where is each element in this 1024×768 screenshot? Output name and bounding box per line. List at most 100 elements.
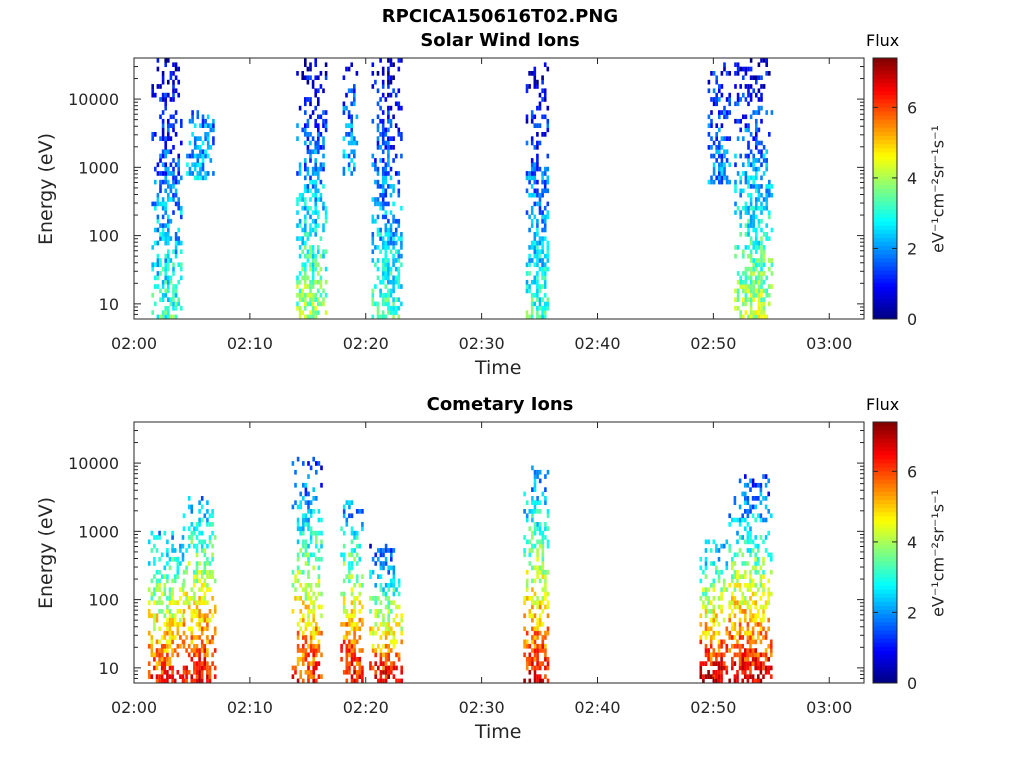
flux-cell bbox=[759, 583, 763, 588]
flux-cell bbox=[528, 526, 532, 532]
flux-cell bbox=[533, 670, 537, 675]
flux-cell bbox=[528, 227, 531, 233]
flux-cell bbox=[752, 205, 755, 211]
flux-cell bbox=[751, 661, 755, 666]
flux-cell bbox=[315, 543, 318, 549]
flux-cell bbox=[160, 678, 164, 684]
flux-cell bbox=[747, 253, 750, 259]
flux-cell bbox=[296, 275, 299, 281]
flux-cell bbox=[176, 574, 180, 579]
flux-cell bbox=[739, 66, 742, 72]
colorbar-swatch bbox=[873, 151, 897, 157]
flux-cell bbox=[199, 162, 202, 168]
flux-cell bbox=[353, 136, 356, 141]
flux-cell bbox=[317, 530, 321, 536]
flux-cell bbox=[525, 279, 529, 285]
flux-cell bbox=[173, 635, 177, 640]
flux-cell bbox=[536, 123, 539, 128]
flux-cell bbox=[736, 670, 739, 675]
flux-cell bbox=[193, 145, 197, 150]
flux-cell bbox=[736, 630, 739, 636]
flux-cell bbox=[749, 665, 752, 671]
flux-cell bbox=[764, 496, 768, 501]
flux-cell bbox=[752, 136, 755, 141]
flux-cell bbox=[736, 271, 740, 276]
flux-cell bbox=[523, 652, 526, 658]
flux-cell bbox=[387, 652, 390, 658]
flux-cell bbox=[382, 652, 385, 658]
flux-cell bbox=[757, 561, 760, 566]
flux-cell bbox=[546, 509, 550, 514]
flux-cell bbox=[307, 622, 310, 627]
flux-cell bbox=[304, 626, 308, 632]
flux-cell bbox=[302, 635, 305, 640]
flux-cell bbox=[158, 656, 161, 662]
flux-cell bbox=[712, 635, 716, 640]
flux-cell bbox=[208, 678, 212, 684]
flux-cell bbox=[387, 153, 390, 159]
flux-cell bbox=[536, 105, 539, 111]
flux-cell bbox=[770, 258, 774, 263]
flux-cell bbox=[317, 136, 320, 141]
flux-cell bbox=[314, 75, 317, 80]
flux-cell bbox=[309, 179, 312, 185]
flux-cell bbox=[304, 548, 308, 553]
flux-cell bbox=[315, 630, 318, 636]
flux-cell bbox=[306, 284, 310, 289]
flux-cell bbox=[147, 587, 151, 592]
flux-cell bbox=[762, 539, 765, 545]
flux-cell bbox=[317, 310, 320, 315]
flux-cell bbox=[208, 665, 212, 671]
colorbar-swatch bbox=[873, 82, 897, 88]
flux-cell bbox=[296, 236, 299, 241]
flux-cell bbox=[546, 626, 550, 632]
flux-cell bbox=[759, 535, 763, 540]
flux-cell bbox=[158, 652, 161, 658]
flux-cell bbox=[546, 166, 550, 172]
flux-cell bbox=[387, 674, 390, 679]
flux-cell bbox=[533, 188, 537, 194]
flux-cell bbox=[723, 149, 726, 155]
flux-cell bbox=[309, 609, 313, 614]
flux-cell bbox=[301, 249, 304, 254]
flux-cell bbox=[541, 236, 544, 241]
flux-cell bbox=[156, 192, 160, 198]
flux-cell bbox=[541, 565, 545, 571]
flux-cell bbox=[715, 678, 718, 684]
flux-cell bbox=[164, 210, 167, 215]
flux-cell bbox=[200, 574, 204, 579]
flux-cell bbox=[309, 513, 313, 519]
flux-cell bbox=[182, 569, 186, 575]
flux-cell bbox=[755, 258, 758, 263]
flux-cell bbox=[736, 62, 740, 67]
flux-cell bbox=[298, 218, 302, 224]
flux-cell bbox=[530, 258, 534, 263]
flux-cell bbox=[158, 678, 161, 684]
flux-cell bbox=[358, 609, 362, 614]
flux-cell bbox=[755, 110, 758, 115]
flux-cell bbox=[371, 118, 375, 124]
flux-cell bbox=[314, 223, 317, 228]
flux-cell bbox=[722, 652, 726, 658]
flux-cell bbox=[533, 171, 537, 176]
flux-cell bbox=[317, 132, 320, 137]
flux-cell bbox=[350, 500, 354, 505]
flux-cell bbox=[389, 118, 393, 124]
flux-cell bbox=[296, 678, 300, 684]
colorbar-swatch bbox=[873, 642, 897, 647]
flux-cell bbox=[371, 596, 375, 601]
flux-cell bbox=[298, 305, 302, 311]
flux-cell bbox=[541, 552, 545, 558]
flux-cell bbox=[546, 678, 550, 684]
flux-cell bbox=[746, 587, 750, 592]
flux-cell bbox=[353, 149, 356, 155]
flux-cell bbox=[307, 609, 310, 614]
flux-cell bbox=[759, 500, 763, 505]
flux-cell bbox=[161, 136, 165, 141]
flux-cell bbox=[525, 314, 529, 320]
flux-cell bbox=[741, 670, 744, 675]
flux-cell bbox=[190, 609, 194, 614]
flux-cell bbox=[188, 153, 192, 159]
flux-cell bbox=[538, 530, 542, 536]
flux-cell bbox=[384, 179, 388, 185]
